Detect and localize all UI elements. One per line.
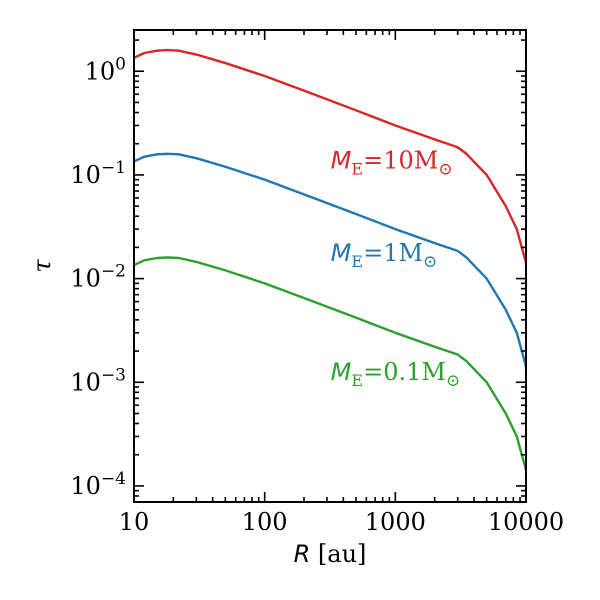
x-tick-label: 100 <box>242 508 288 536</box>
y-tick-exponent: −3 <box>101 365 126 385</box>
y-tick-label: 100 <box>85 54 126 85</box>
series-line-2 <box>134 256 526 472</box>
y-tick-label: 10−4 <box>70 469 126 500</box>
x-tick-label: 10000 <box>488 508 564 536</box>
series-layer <box>134 48 526 472</box>
y-tick-base: 10 <box>70 161 101 189</box>
y-tick-exponent: −4 <box>101 469 126 489</box>
y-axis-label: τ <box>28 259 56 273</box>
ticks-layer <box>133 30 527 503</box>
y-tick-exponent: 0 <box>115 54 126 74</box>
x-tick-label: 10 <box>119 508 150 536</box>
y-tick-base: 10 <box>85 57 116 85</box>
y-tick-label: 10−1 <box>70 158 126 189</box>
y-tick-base: 10 <box>70 472 101 500</box>
y-tick-label: 10−2 <box>70 262 126 293</box>
x-axis-unit: [au] <box>310 540 366 568</box>
y-tick-exponent: −2 <box>101 262 126 282</box>
series-label-2: ME=0.1M⊙ <box>331 358 461 391</box>
y-tick-label: 10−3 <box>70 365 126 396</box>
series-label-0: ME=10M⊙ <box>331 147 453 180</box>
x-tick-label: 1000 <box>365 508 426 536</box>
x-axis-variable: R <box>294 540 311 568</box>
y-tick-base: 10 <box>70 368 101 396</box>
series-label-1: ME=1M⊙ <box>331 239 438 272</box>
series-line-0 <box>134 48 526 264</box>
y-tick-exponent: −1 <box>101 158 126 178</box>
series-line-1 <box>134 152 526 368</box>
x-axis-label: R [au] <box>294 540 367 568</box>
y-tick-base: 10 <box>70 265 101 293</box>
plot-frame <box>133 29 527 503</box>
